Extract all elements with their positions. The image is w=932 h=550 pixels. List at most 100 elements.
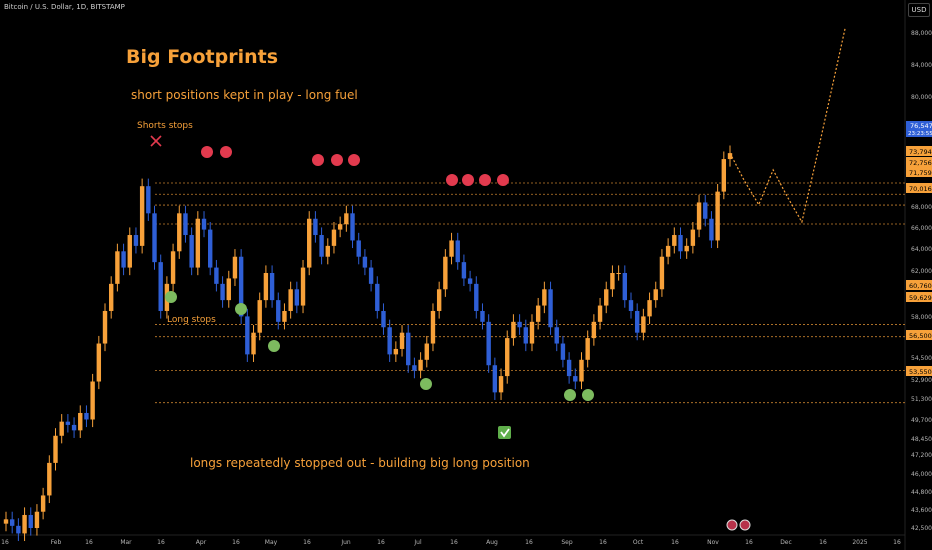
candle-body[interactable] (498, 376, 504, 393)
candle-body[interactable] (480, 310, 485, 322)
candle-body[interactable] (573, 376, 578, 382)
candle-body[interactable] (727, 153, 733, 160)
candle-body[interactable] (47, 462, 52, 496)
candle-body[interactable] (127, 235, 132, 268)
candle-body[interactable] (201, 218, 207, 230)
candle-body[interactable] (257, 300, 262, 333)
candle-body[interactable] (152, 213, 157, 263)
candle-body[interactable] (535, 305, 541, 322)
candle-body[interactable] (585, 338, 590, 360)
candle-body[interactable] (71, 424, 77, 431)
candle-body[interactable] (139, 186, 145, 246)
candle-body[interactable] (177, 213, 182, 252)
candle-body[interactable] (319, 235, 324, 257)
candle-body[interactable] (368, 267, 374, 284)
candle-body[interactable] (220, 283, 225, 301)
candle-body[interactable] (721, 159, 727, 192)
candle-body[interactable] (387, 327, 392, 355)
candle-body[interactable] (505, 338, 510, 377)
candle-body[interactable] (542, 289, 547, 306)
candle-body[interactable] (406, 332, 411, 366)
candle-body[interactable] (344, 213, 349, 225)
candle-body[interactable] (214, 267, 219, 284)
candle-body[interactable] (684, 245, 689, 252)
currency-button[interactable]: USD (908, 3, 930, 17)
candle-body[interactable] (610, 273, 615, 290)
candle-body[interactable] (554, 327, 559, 344)
candle-body[interactable] (121, 251, 126, 268)
candle-body[interactable] (294, 289, 300, 306)
candle-body[interactable] (548, 289, 553, 328)
candle-body[interactable] (399, 332, 405, 349)
candle-body[interactable] (251, 332, 256, 355)
candle-body[interactable] (622, 273, 628, 301)
candle-body[interactable] (288, 289, 293, 311)
candle-body[interactable] (269, 273, 275, 301)
candle-body[interactable] (709, 218, 714, 241)
candle-body[interactable] (3, 519, 9, 524)
candle-body[interactable] (678, 235, 683, 252)
candle-body[interactable] (232, 256, 238, 279)
candle-body[interactable] (158, 262, 163, 311)
candle-body[interactable] (523, 327, 528, 344)
candle-body[interactable] (628, 300, 634, 311)
candle-body[interactable] (263, 273, 269, 301)
candle-body[interactable] (78, 412, 83, 431)
candle-body[interactable] (436, 289, 442, 311)
candle-body[interactable] (282, 310, 287, 322)
candle-body[interactable] (34, 511, 40, 528)
candle-body[interactable] (616, 273, 621, 274)
candle-body[interactable] (517, 321, 522, 328)
candle-body[interactable] (189, 235, 194, 268)
candle-body[interactable] (183, 213, 188, 236)
candle-body[interactable] (84, 412, 89, 420)
candle-body[interactable] (672, 235, 677, 246)
candle-body[interactable] (381, 310, 386, 328)
candle-body[interactable] (418, 359, 423, 371)
candle-body[interactable] (604, 289, 609, 306)
candle-body[interactable] (375, 283, 380, 311)
candle-body[interactable] (102, 310, 108, 344)
candle-body[interactable] (40, 495, 46, 512)
candle-body[interactable] (28, 514, 33, 528)
candle-body[interactable] (90, 381, 95, 420)
candle-body[interactable] (455, 240, 460, 263)
candle-body[interactable] (690, 229, 696, 246)
candle-body[interactable] (393, 348, 399, 355)
candle-body[interactable] (300, 267, 306, 306)
candle-body[interactable] (226, 278, 231, 301)
candle-body[interactable] (560, 343, 566, 360)
candle-body[interactable] (325, 245, 330, 257)
candle-body[interactable] (430, 310, 436, 344)
candle-body[interactable] (443, 256, 448, 290)
candle-body[interactable] (659, 256, 665, 290)
candle-body[interactable] (350, 213, 355, 241)
candle-body[interactable] (276, 300, 281, 322)
candle-body[interactable] (665, 245, 671, 257)
candle-body[interactable] (529, 321, 535, 344)
candle-body[interactable] (108, 283, 114, 311)
candle-body[interactable] (133, 235, 139, 246)
flag-icon[interactable] (726, 519, 738, 531)
candle-body[interactable] (65, 421, 71, 425)
candle-body[interactable] (53, 435, 58, 463)
candle-body[interactable] (647, 300, 652, 317)
candle-body[interactable] (16, 525, 21, 534)
candle-body[interactable] (195, 218, 201, 268)
candle-body[interactable] (337, 224, 343, 230)
candle-body[interactable] (208, 229, 213, 268)
candle-body[interactable] (715, 191, 720, 241)
candle-body[interactable] (461, 262, 467, 279)
candle-body[interactable] (566, 359, 572, 377)
candle-body[interactable] (22, 514, 27, 534)
candle-body[interactable] (362, 256, 368, 268)
candle-body[interactable] (474, 283, 479, 311)
candle-body[interactable] (597, 305, 603, 322)
candle-body[interactable] (449, 240, 454, 257)
candle-body[interactable] (331, 229, 337, 246)
candle-body[interactable] (424, 343, 429, 360)
candle-body[interactable] (653, 289, 658, 301)
candle-body[interactable] (146, 186, 151, 214)
candle-body[interactable] (634, 310, 640, 333)
